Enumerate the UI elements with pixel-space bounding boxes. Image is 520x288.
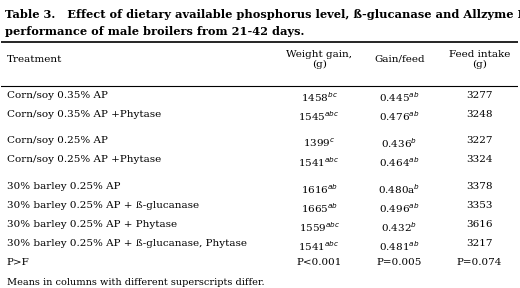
Text: 0.432$^{b}$: 0.432$^{b}$ bbox=[381, 220, 418, 234]
Text: 0.436$^{b}$: 0.436$^{b}$ bbox=[381, 137, 418, 150]
Text: Corn/soy 0.25% AP: Corn/soy 0.25% AP bbox=[7, 137, 108, 145]
Text: P<0.001: P<0.001 bbox=[296, 258, 342, 267]
Text: Weight gain,
(g): Weight gain, (g) bbox=[286, 50, 352, 69]
Text: 3227: 3227 bbox=[466, 137, 492, 145]
Text: Means in columns with different superscripts differ.: Means in columns with different superscr… bbox=[7, 278, 264, 287]
Text: Table 3.   Effect of dietary available phosphorus level, ß-glucanase and Allzyme: Table 3. Effect of dietary available pho… bbox=[5, 9, 520, 20]
Text: 3378: 3378 bbox=[466, 182, 492, 191]
Text: 1399$^{c}$: 1399$^{c}$ bbox=[303, 137, 335, 149]
Text: 1559$^{abc}$: 1559$^{abc}$ bbox=[298, 220, 340, 234]
Text: Corn/soy 0.35% AP +Phytase: Corn/soy 0.35% AP +Phytase bbox=[7, 110, 161, 119]
Text: Corn/soy 0.25% AP +Phytase: Corn/soy 0.25% AP +Phytase bbox=[7, 155, 161, 164]
Text: Corn/soy 0.35% AP: Corn/soy 0.35% AP bbox=[7, 91, 108, 100]
Text: 0.481$^{ab}$: 0.481$^{ab}$ bbox=[379, 239, 420, 253]
Text: Gain/feed: Gain/feed bbox=[374, 55, 425, 64]
Text: P>F: P>F bbox=[7, 258, 29, 267]
Text: 30% barley 0.25% AP + ß-glucanase: 30% barley 0.25% AP + ß-glucanase bbox=[7, 201, 199, 210]
Text: 30% barley 0.25% AP + Phytase: 30% barley 0.25% AP + Phytase bbox=[7, 220, 177, 229]
Text: 3353: 3353 bbox=[466, 201, 492, 210]
Text: P=0.074: P=0.074 bbox=[457, 258, 502, 267]
Text: 3217: 3217 bbox=[466, 239, 492, 248]
Text: Feed intake
(g): Feed intake (g) bbox=[449, 50, 510, 69]
Text: 1458$^{bc}$: 1458$^{bc}$ bbox=[301, 91, 337, 105]
Text: 3277: 3277 bbox=[466, 91, 492, 100]
Text: 1545$^{abc}$: 1545$^{abc}$ bbox=[298, 110, 340, 123]
Text: 30% barley 0.25% AP + ß-glucanase, Phytase: 30% barley 0.25% AP + ß-glucanase, Phyta… bbox=[7, 239, 246, 248]
Text: 3248: 3248 bbox=[466, 110, 492, 119]
Text: 1541$^{abc}$: 1541$^{abc}$ bbox=[298, 239, 340, 253]
Text: 0.445$^{ab}$: 0.445$^{ab}$ bbox=[379, 91, 420, 105]
Text: 30% barley 0.25% AP: 30% barley 0.25% AP bbox=[7, 182, 120, 191]
Text: 0.496$^{ab}$: 0.496$^{ab}$ bbox=[379, 201, 420, 215]
Text: 0.476$^{ab}$: 0.476$^{ab}$ bbox=[379, 110, 420, 123]
Text: 1541$^{abc}$: 1541$^{abc}$ bbox=[298, 155, 340, 169]
Text: P=0.005: P=0.005 bbox=[376, 258, 422, 267]
Text: 1665$^{ab}$: 1665$^{ab}$ bbox=[301, 201, 337, 215]
Text: 1616$^{ab}$: 1616$^{ab}$ bbox=[301, 182, 338, 196]
Text: 0.480a$^{b}$: 0.480a$^{b}$ bbox=[378, 182, 420, 196]
Text: 0.464$^{ab}$: 0.464$^{ab}$ bbox=[379, 155, 420, 169]
Text: 3324: 3324 bbox=[466, 155, 492, 164]
Text: performance of male broilers from 21-42 days.: performance of male broilers from 21-42 … bbox=[5, 26, 305, 37]
Text: 3616: 3616 bbox=[466, 220, 492, 229]
Text: Treatment: Treatment bbox=[7, 55, 62, 64]
